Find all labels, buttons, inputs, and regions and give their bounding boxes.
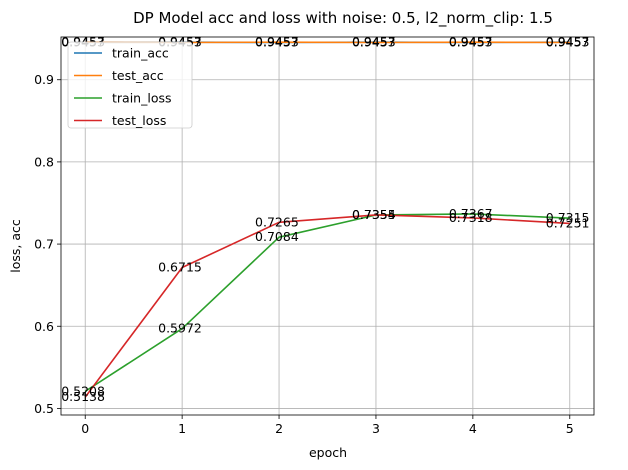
- legend-label: train_acc: [112, 46, 169, 61]
- data-label: 0.9457: [352, 34, 396, 49]
- series-line-test-loss: [84, 214, 570, 398]
- y-axis-label: loss, acc: [8, 219, 23, 273]
- data-label: 0.9453: [546, 35, 590, 50]
- data-label: 0.9453: [352, 35, 396, 50]
- x-tick-label: 0: [81, 421, 89, 436]
- x-tick-label: 3: [372, 421, 380, 436]
- data-label: 0.5208: [61, 383, 105, 398]
- data-label: 0.9457: [546, 34, 590, 49]
- x-tick-label: 2: [275, 421, 283, 436]
- x-tick-label: 1: [178, 421, 186, 436]
- y-tick-label: 0.7: [34, 237, 54, 252]
- y-tick-label: 0.8: [34, 154, 54, 169]
- x-tick-label: 4: [469, 421, 477, 436]
- data-label: 0.7355: [352, 207, 396, 222]
- data-label: 0.7318: [449, 210, 493, 225]
- legend-label: test_acc: [112, 68, 164, 83]
- data-labels: 0.94530.94570.94530.94570.94530.94570.94…: [61, 34, 589, 404]
- x-tick-label: 5: [566, 421, 574, 436]
- legend-label: test_loss: [112, 113, 166, 128]
- data-label: 0.9453: [449, 35, 493, 50]
- data-label: 0.7251: [546, 215, 590, 230]
- data-label: 0.5972: [158, 321, 202, 336]
- data-label: 0.5138: [61, 389, 105, 404]
- data-label: 0.7367: [449, 206, 493, 221]
- legend-label: train_loss: [112, 91, 172, 106]
- data-label: 0.7265: [255, 214, 299, 229]
- y-tick-label: 0.6: [34, 319, 54, 334]
- plot-frame: [60, 36, 595, 416]
- data-label: 0.7084: [255, 229, 299, 244]
- data-label: 0.7354: [352, 207, 396, 222]
- data-label: 0.9457: [449, 34, 493, 49]
- data-label: 0.9457: [255, 34, 299, 49]
- y-tick-label: 0.5: [34, 401, 54, 416]
- data-label: 0.6715: [158, 259, 202, 274]
- legend: train_acc test_acc train_loss test_loss: [67, 41, 193, 129]
- series-line-train-loss: [84, 213, 570, 393]
- x-axis-label: epoch: [309, 445, 347, 460]
- data-label: 0.7315: [546, 210, 590, 225]
- chart-title: DP Model acc and loss with noise: 0.5, l…: [133, 9, 553, 28]
- axis-ticks: 0 1 2 3 4 5 0.5 0.6 0.7 0.8 0.9: [34, 72, 574, 436]
- y-tick-label: 0.9: [34, 72, 54, 87]
- legend-box: [67, 41, 193, 129]
- data-label: 0.9453: [255, 35, 299, 50]
